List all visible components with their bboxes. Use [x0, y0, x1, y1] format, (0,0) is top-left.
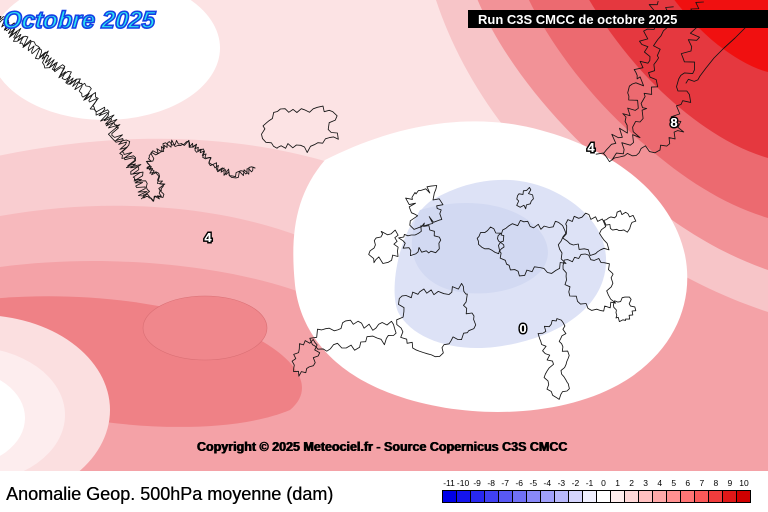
svg-text:8: 8 [670, 115, 677, 130]
svg-text:4: 4 [204, 230, 212, 245]
svg-text:4: 4 [587, 140, 595, 155]
svg-text:0: 0 [519, 321, 526, 336]
